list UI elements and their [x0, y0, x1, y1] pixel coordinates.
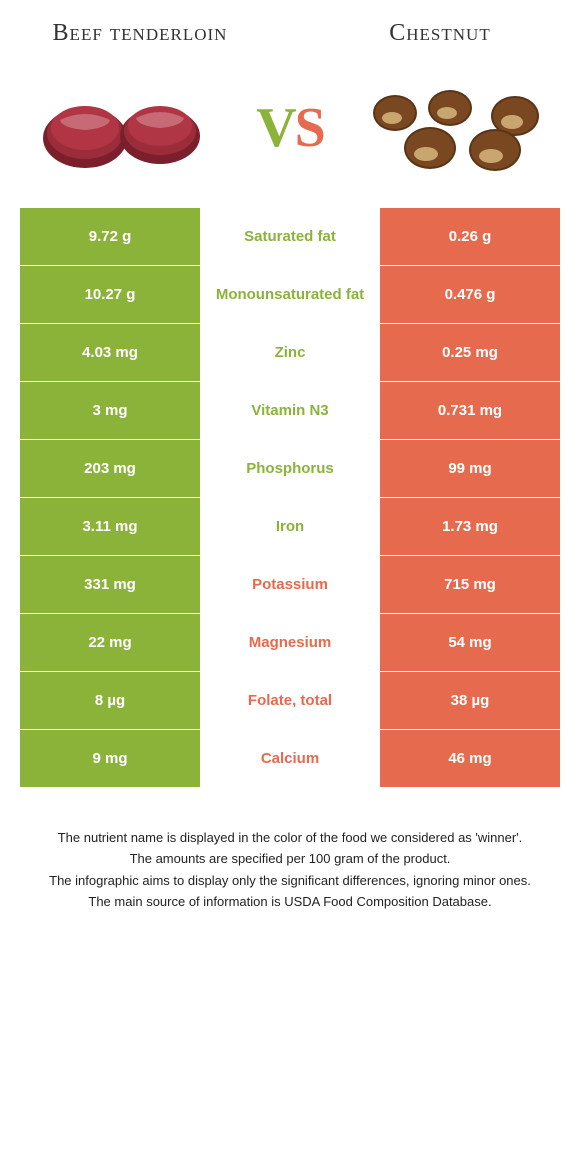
right-value: 54 mg [380, 614, 560, 671]
left-value: 22 mg [20, 614, 200, 671]
beef-image [30, 78, 220, 178]
table-row: 9 mgCalcium46 mg [20, 730, 560, 788]
nutrient-label: Calcium [200, 730, 380, 787]
nutrient-label: Iron [200, 498, 380, 555]
table-row: 3 mgVitamin N30.731 mg [20, 382, 560, 440]
table-row: 9.72 gSaturated fat0.26 g [20, 208, 560, 266]
left-value: 10.27 g [20, 266, 200, 323]
left-value: 4.03 mg [20, 324, 200, 381]
vs-s-letter: S [295, 97, 324, 159]
nutrient-label: Magnesium [200, 614, 380, 671]
nutrient-label: Zinc [200, 324, 380, 381]
table-row: 203 mgPhosphorus99 mg [20, 440, 560, 498]
table-row: 331 mgPotassium715 mg [20, 556, 560, 614]
footer-line: The amounts are specified per 100 gram o… [30, 849, 550, 869]
chestnut-image [360, 78, 550, 178]
right-value: 0.476 g [380, 266, 560, 323]
right-value: 38 µg [380, 672, 560, 729]
right-value: 46 mg [380, 730, 560, 787]
right-value: 99 mg [380, 440, 560, 497]
footer-line: The infographic aims to display only the… [30, 871, 550, 891]
footer-line: The main source of information is USDA F… [30, 892, 550, 912]
left-value: 331 mg [20, 556, 200, 613]
vs-v-letter: V [256, 97, 294, 159]
left-value: 3 mg [20, 382, 200, 439]
table-row: 22 mgMagnesium54 mg [20, 614, 560, 672]
nutrient-label: Monounsaturated fat [200, 266, 380, 323]
table-row: 4.03 mgZinc0.25 mg [20, 324, 560, 382]
right-value: 0.731 mg [380, 382, 560, 439]
table-row: 10.27 gMonounsaturated fat0.476 g [20, 266, 560, 324]
left-value: 9.72 g [20, 208, 200, 265]
nutrient-label: Phosphorus [200, 440, 380, 497]
left-value: 8 µg [20, 672, 200, 729]
nutrient-label: Saturated fat [200, 208, 380, 265]
header: Beef tenderloin Chestnut [0, 0, 580, 58]
left-value: 9 mg [20, 730, 200, 787]
footer-line: The nutrient name is displayed in the co… [30, 828, 550, 848]
nutrient-label: Potassium [200, 556, 380, 613]
footer-notes: The nutrient name is displayed in the co… [0, 788, 580, 912]
right-value: 0.26 g [380, 208, 560, 265]
chestnut-icon [360, 78, 550, 178]
right-food-title: Chestnut [340, 20, 540, 48]
nutrient-label: Vitamin N3 [200, 382, 380, 439]
beef-icon [30, 78, 220, 178]
left-value: 3.11 mg [20, 498, 200, 555]
table-row: 8 µgFolate, total38 µg [20, 672, 560, 730]
comparison-table: 9.72 gSaturated fat0.26 g10.27 gMonounsa… [20, 208, 560, 788]
nutrient-label: Folate, total [200, 672, 380, 729]
left-value: 203 mg [20, 440, 200, 497]
right-value: 715 mg [380, 556, 560, 613]
images-row: VS [0, 58, 580, 208]
right-value: 0.25 mg [380, 324, 560, 381]
right-value: 1.73 mg [380, 498, 560, 555]
left-food-title: Beef tenderloin [40, 20, 240, 48]
vs-badge: VS [256, 96, 324, 160]
table-row: 3.11 mgIron1.73 mg [20, 498, 560, 556]
